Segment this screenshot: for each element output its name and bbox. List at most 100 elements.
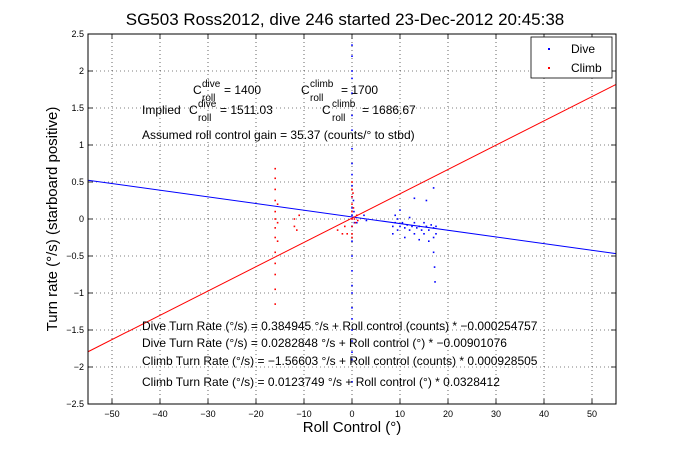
dive-point: [351, 255, 353, 257]
climb-point: [274, 236, 276, 239]
climb-point: [353, 218, 356, 220]
climb-point: [274, 177, 276, 180]
dive-point: [394, 221, 396, 224]
dive-point: [433, 266, 436, 268]
dive-point: [396, 218, 399, 220]
dive-point: [351, 114, 353, 117]
dive-point: [351, 92, 353, 94]
dive-point: [425, 225, 428, 228]
dive-degrees-equation: Dive Turn Rate (°/s) = 0.0282848 °/s + R…: [142, 336, 507, 350]
y-tick-label: −2.5: [66, 399, 84, 409]
dive-point: [351, 329, 353, 331]
x-tick-label: 40: [539, 409, 549, 419]
implied-dive-subscript: roll: [198, 113, 211, 124]
data-points: [274, 44, 437, 383]
implied-climb-symbol: C: [322, 103, 331, 117]
climb-point: [351, 233, 353, 235]
climb-point: [274, 218, 276, 220]
roll-gain-annotation: Assumed roll control gain = 35.37 (count…: [142, 128, 415, 142]
climb-point: [354, 221, 357, 224]
climb-point: [274, 251, 276, 254]
dive-point: [406, 224, 408, 226]
climb-point: [351, 188, 353, 191]
dive-point: [423, 221, 425, 224]
dive-point: [353, 221, 356, 224]
implied-annotation: Implied C dive roll = 1511.03 C climb ro…: [142, 99, 416, 124]
implied-climb-subscript: roll: [332, 113, 345, 124]
climb-point: [274, 210, 276, 213]
climb-point: [274, 273, 276, 276]
dive-point: [351, 55, 353, 57]
y-tick-label: −0.5: [66, 251, 84, 261]
dive-point: [423, 233, 425, 235]
climb-counts-equation: Climb Turn Rate (°/s) = −1.56603 °/s + R…: [142, 354, 538, 368]
dive-point: [430, 224, 432, 226]
dive-point: [351, 173, 353, 176]
dive-point: [351, 214, 353, 217]
x-tick-label: 10: [395, 409, 405, 419]
climb-point: [356, 214, 358, 217]
legend-dive-marker: [548, 48, 550, 50]
dive-point: [399, 209, 401, 211]
dive-point: [428, 229, 430, 231]
dive-point: [404, 236, 406, 239]
x-tick-label: −30: [200, 409, 215, 419]
c-roll-dive-annotation: C dive roll = 1400: [193, 79, 261, 104]
legend: Dive Climb: [530, 36, 613, 79]
c-roll-dive-symbol: C: [193, 83, 202, 97]
climb-point: [344, 225, 346, 228]
x-tick-labels: −50 −40 −30 −20 −10 0 10 20 30 40 50: [104, 409, 597, 419]
dive-point: [363, 214, 365, 217]
dive-point: [404, 227, 406, 229]
climb-point: [274, 167, 276, 170]
implied-climb-value: = 1686.67: [362, 103, 416, 117]
climb-degrees-equation: Climb Turn Rate (°/s) = 0.0123749 °/s + …: [142, 375, 500, 389]
dive-point: [351, 284, 353, 287]
axis-ticks: [88, 33, 616, 405]
fit-lines: [87, 83, 617, 353]
implied-climb-superscript: climb: [332, 99, 356, 110]
dive-point: [392, 233, 394, 235]
dive-point: [434, 281, 436, 283]
climb-point: [336, 229, 339, 231]
implied-dive-symbol: C: [189, 103, 198, 117]
y-tick-label: 2: [79, 66, 84, 76]
legend-climb-marker: [548, 67, 550, 69]
x-tick-label: 20: [443, 409, 453, 419]
climb-point: [274, 188, 276, 191]
dive-point: [351, 381, 353, 383]
climb-point: [293, 218, 296, 220]
dive-point: [351, 77, 353, 80]
dive-point: [418, 238, 420, 241]
dive-fit-line: [87, 179, 617, 255]
dive-point: [420, 229, 423, 231]
climb-point: [341, 233, 344, 235]
dive-point: [413, 233, 416, 235]
y-tick-label: 2.5: [71, 29, 84, 39]
dive-point: [351, 162, 353, 165]
dive-point: [351, 270, 353, 272]
dive-point: [435, 233, 437, 235]
dive-point: [435, 225, 437, 228]
dive-point: [401, 221, 404, 224]
dive-point: [411, 225, 413, 228]
implied-dive-superscript: dive: [198, 99, 217, 110]
dive-point: [408, 229, 411, 231]
x-tick-label: −10: [296, 409, 311, 419]
climb-point: [351, 203, 353, 205]
implied-dive-value: = 1511.03: [220, 103, 273, 117]
legend-dive-label: Dive: [571, 42, 595, 56]
dive-point: [351, 307, 353, 309]
y-tick-label: 1: [79, 140, 84, 150]
climb-point: [352, 192, 354, 194]
climb-point: [274, 288, 276, 291]
dive-point: [432, 251, 435, 254]
climb-fit-line: [87, 83, 617, 353]
c-roll-dive-superscript: dive: [202, 79, 221, 90]
x-tick-label: −20: [248, 409, 263, 419]
y-tick-label: −2: [74, 362, 84, 372]
dive-point: [408, 216, 411, 219]
climb-point: [274, 262, 276, 265]
dive-point: [356, 221, 358, 224]
